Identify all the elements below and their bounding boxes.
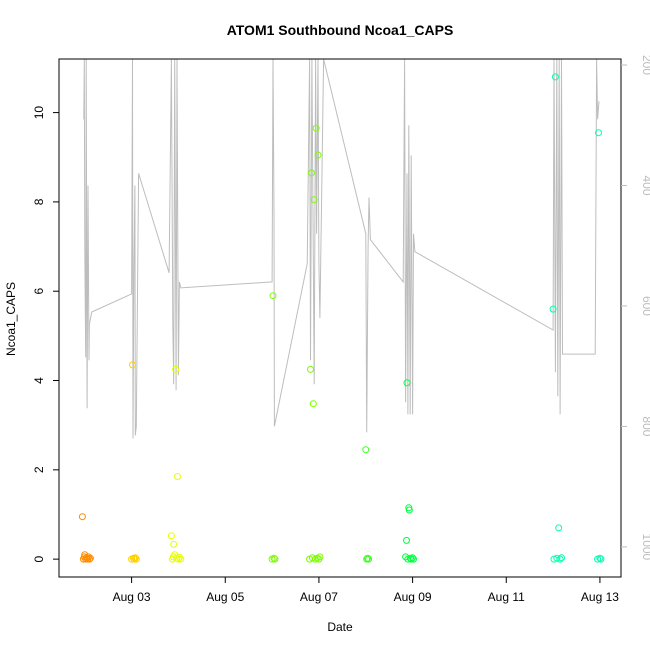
x-tick-label: Aug 07 (300, 590, 338, 604)
y-axis-label: Ncoa1_CAPS (4, 282, 18, 356)
data-point (78, 513, 86, 521)
data-point (270, 554, 278, 562)
data-point (364, 554, 372, 562)
data-point (174, 473, 181, 480)
depth-trace-layer (83, 58, 600, 439)
data-point (85, 555, 93, 563)
y-tick-label: 0 (32, 555, 46, 562)
data-point (363, 555, 371, 563)
data-point (555, 524, 563, 532)
data-point (596, 554, 604, 562)
data-point (553, 554, 561, 562)
data-point (556, 555, 564, 563)
data-point (307, 365, 314, 373)
chart-title: ATOM1 Southbound Ncoa1_CAPS (227, 22, 454, 38)
data-point (132, 555, 140, 563)
data-point (314, 151, 322, 159)
data-point (312, 124, 320, 132)
x-tick-label: Aug 13 (581, 590, 619, 604)
data-point (307, 169, 315, 177)
data-point (362, 446, 370, 454)
data-point (407, 555, 415, 563)
y-axis-left: 0 2 4 6 8 10 (32, 106, 59, 562)
data-point (86, 554, 94, 562)
data-point (558, 554, 565, 562)
data-point (403, 536, 410, 544)
x-tick-label: Aug 05 (206, 590, 244, 604)
x-axis-label: Date (327, 620, 353, 634)
y2-tick-label: 400 (640, 175, 650, 195)
x-tick-label: Aug 09 (394, 590, 432, 604)
y-tick-label: 8 (32, 198, 46, 205)
x-tick-label: Aug 03 (113, 590, 151, 604)
data-point (131, 554, 139, 562)
y2-tick-label: 1000 (640, 534, 650, 561)
data-point (129, 361, 136, 369)
data-point (177, 555, 185, 563)
data-point (406, 554, 414, 562)
data-point (172, 365, 180, 373)
data-point (405, 506, 413, 514)
data-point (309, 400, 317, 408)
data-points-layer (78, 73, 605, 563)
data-point (365, 555, 373, 563)
y2-tick-label: 800 (640, 416, 650, 436)
data-point (271, 555, 279, 563)
data-point (175, 553, 183, 561)
depth-trace-line (83, 58, 600, 439)
y-axis-right: 200 400 600 800 1000 (621, 55, 650, 561)
data-point (316, 553, 324, 561)
y-tick-label: 2 (32, 466, 46, 473)
data-point (595, 129, 602, 137)
y-tick-label: 6 (32, 288, 46, 295)
data-point (409, 554, 417, 562)
x-axis: Aug 03 Aug 05 Aug 07 Aug 09 Aug 11 Aug 13 (113, 577, 619, 604)
data-point (597, 555, 605, 563)
data-point (549, 305, 557, 313)
data-point (310, 196, 318, 204)
x-tick-label: Aug 11 (488, 590, 525, 604)
data-point (167, 532, 175, 540)
data-point (269, 292, 277, 300)
y2-tick-label: 200 (640, 55, 650, 75)
y-tick-label: 10 (32, 106, 46, 120)
data-point (170, 540, 178, 548)
data-point (551, 73, 559, 81)
data-point (174, 555, 182, 563)
plot-frame (58, 58, 622, 578)
data-point (130, 555, 138, 563)
data-point (403, 379, 411, 387)
y2-tick-label: 600 (640, 296, 650, 316)
y-tick-label: 4 (32, 377, 46, 384)
data-point (410, 555, 417, 563)
